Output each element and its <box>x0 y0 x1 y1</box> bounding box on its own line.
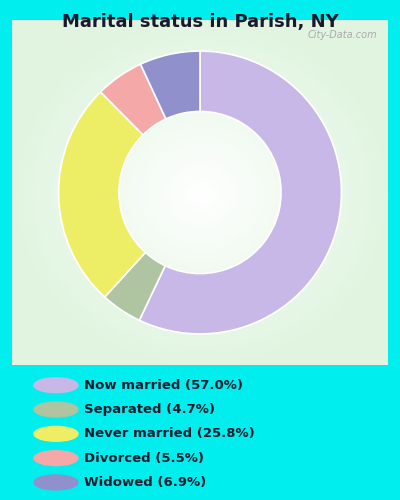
Circle shape <box>34 378 78 392</box>
Wedge shape <box>139 51 342 334</box>
Wedge shape <box>58 92 145 297</box>
Text: Marital status in Parish, NY: Marital status in Parish, NY <box>62 12 338 30</box>
Circle shape <box>34 402 78 417</box>
Wedge shape <box>140 51 200 119</box>
Wedge shape <box>100 64 166 135</box>
Text: Now married (57.0%): Now married (57.0%) <box>84 379 243 392</box>
Text: City-Data.com: City-Data.com <box>307 30 377 40</box>
Text: Widowed (6.9%): Widowed (6.9%) <box>84 476 206 489</box>
Circle shape <box>34 426 78 442</box>
Circle shape <box>34 450 78 466</box>
Text: Divorced (5.5%): Divorced (5.5%) <box>84 452 204 464</box>
Text: Never married (25.8%): Never married (25.8%) <box>84 428 255 440</box>
Text: Separated (4.7%): Separated (4.7%) <box>84 403 215 416</box>
Wedge shape <box>105 252 165 320</box>
Circle shape <box>34 475 78 490</box>
